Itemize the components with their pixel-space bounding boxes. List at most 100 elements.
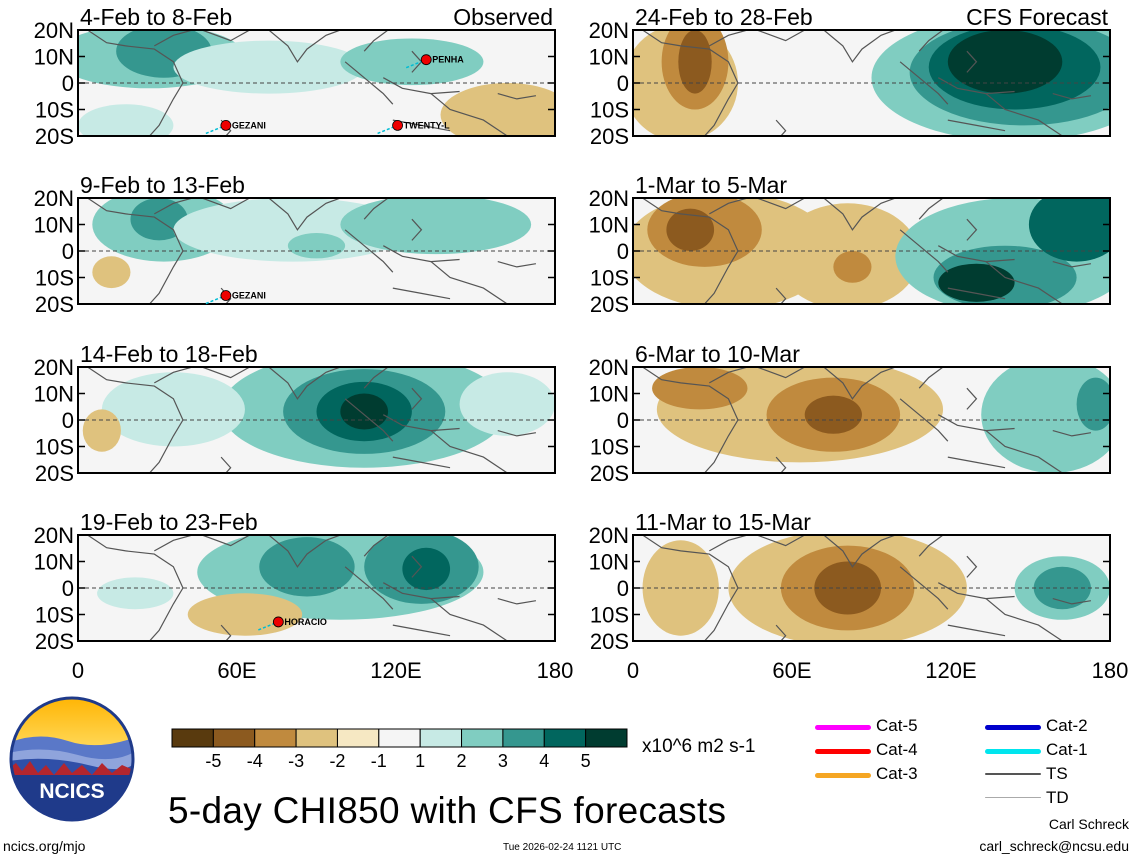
y-tick-label: 10N <box>589 382 629 407</box>
storm-marker: HORACIO <box>258 616 327 631</box>
coastline <box>947 624 1006 637</box>
y-tick-label: 20S <box>590 124 629 149</box>
storm-name: GEZANI <box>232 291 266 301</box>
legend-line <box>815 749 871 754</box>
coastline <box>344 398 394 442</box>
coastline <box>985 430 1063 473</box>
coastline <box>642 535 739 641</box>
anomaly-contour <box>173 40 365 94</box>
x-tick-label: 180 <box>1092 658 1129 683</box>
coastline <box>363 198 389 220</box>
coastline <box>382 77 460 95</box>
anomaly-contour <box>1076 377 1110 431</box>
panel-period: 11-Mar to 15-Mar <box>635 509 811 535</box>
coastline <box>268 367 341 400</box>
panel-period: 14-Feb to 18-Feb <box>80 341 258 367</box>
y-tick-label: 10N <box>34 382 74 407</box>
coastline <box>823 367 896 400</box>
colorbar-swatch <box>171 728 214 748</box>
anomaly-contour <box>187 593 303 636</box>
colorbar-swatch <box>336 728 380 748</box>
anomaly-contour <box>642 540 719 636</box>
coastline <box>966 218 978 241</box>
x-tick-label: 60E <box>217 658 256 683</box>
legend-label: Cat-3 <box>876 764 918 783</box>
anomaly-contour <box>804 395 862 434</box>
panel-source: Observed <box>453 4 553 30</box>
anomaly-contour <box>1028 198 1110 262</box>
anomaly-contour <box>287 232 346 259</box>
coastline <box>966 387 978 410</box>
anomaly-field <box>78 30 555 136</box>
coastline <box>268 30 341 63</box>
chart-title: 5-day CHI850 with CFS forecasts <box>168 790 727 831</box>
anomaly-contour <box>101 372 245 447</box>
coastline <box>947 119 1006 132</box>
coastline <box>87 535 184 641</box>
y-tick-label: 10S <box>590 435 629 460</box>
panel-period: 19-Feb to 23-Feb <box>80 509 258 535</box>
anomaly-contour <box>340 198 532 255</box>
coastline <box>642 367 739 473</box>
x-tick-label: 60E <box>772 658 811 683</box>
y-tick-label: 20N <box>34 186 74 211</box>
y-tick-label: 0 <box>617 408 629 433</box>
legend-label: Cat-5 <box>876 716 918 735</box>
storm-icon <box>420 54 432 66</box>
coastline <box>154 535 193 552</box>
panel-period: 9-Feb to 13-Feb <box>80 172 245 198</box>
anomaly-field <box>633 30 1110 136</box>
y-tick-label: 10S <box>590 603 629 628</box>
y-tick-label: 20N <box>589 18 629 43</box>
coastline <box>937 245 1015 263</box>
y-tick-label: 0 <box>62 408 74 433</box>
anomaly-contour <box>938 263 1015 302</box>
storm-icon <box>392 120 403 131</box>
coastline <box>382 414 460 432</box>
y-tick-label: 20S <box>590 461 629 486</box>
anomaly-contour <box>340 38 484 86</box>
y-tick-label: 10S <box>35 98 74 123</box>
coastline <box>709 367 748 384</box>
coastline <box>899 398 949 442</box>
storm-marker: PENHA <box>405 54 464 69</box>
coastline <box>985 261 1063 304</box>
coastline <box>497 598 537 605</box>
coastline <box>709 198 748 215</box>
footer-url[interactable]: ncics.org/mjo <box>3 838 86 854</box>
coastline <box>87 367 184 473</box>
coastline <box>154 367 193 384</box>
y-tick-label: 20N <box>34 523 74 548</box>
coastline <box>899 229 949 273</box>
y-tick-label: 0 <box>62 239 74 264</box>
coastline <box>947 287 1006 300</box>
x-tick-label: 120E <box>925 658 976 683</box>
coastline <box>363 367 389 389</box>
legend-label: Cat-1 <box>1046 740 1088 759</box>
anomaly-contour <box>981 367 1110 473</box>
coastline <box>918 535 944 557</box>
coastline <box>937 414 1015 432</box>
coastline <box>918 198 944 220</box>
anomaly-field <box>633 367 1110 473</box>
panel-period: 1-Mar to 5-Mar <box>635 172 787 198</box>
coastline <box>1052 598 1092 605</box>
footer-email[interactable]: carl_schreck@ncsu.edu <box>979 838 1129 854</box>
anomaly-contour <box>652 367 748 410</box>
y-tick-label: 20N <box>589 523 629 548</box>
y-tick-label: 0 <box>62 576 74 601</box>
anomaly-field <box>78 535 555 641</box>
coastline <box>497 93 537 100</box>
anomaly-contour <box>97 577 174 610</box>
coastline <box>430 430 508 473</box>
y-tick-label: 20N <box>34 18 74 43</box>
anomaly-field <box>633 198 1110 304</box>
legend-label: TD <box>1046 788 1069 807</box>
storm-marker: TWENTY-L <box>377 120 450 135</box>
